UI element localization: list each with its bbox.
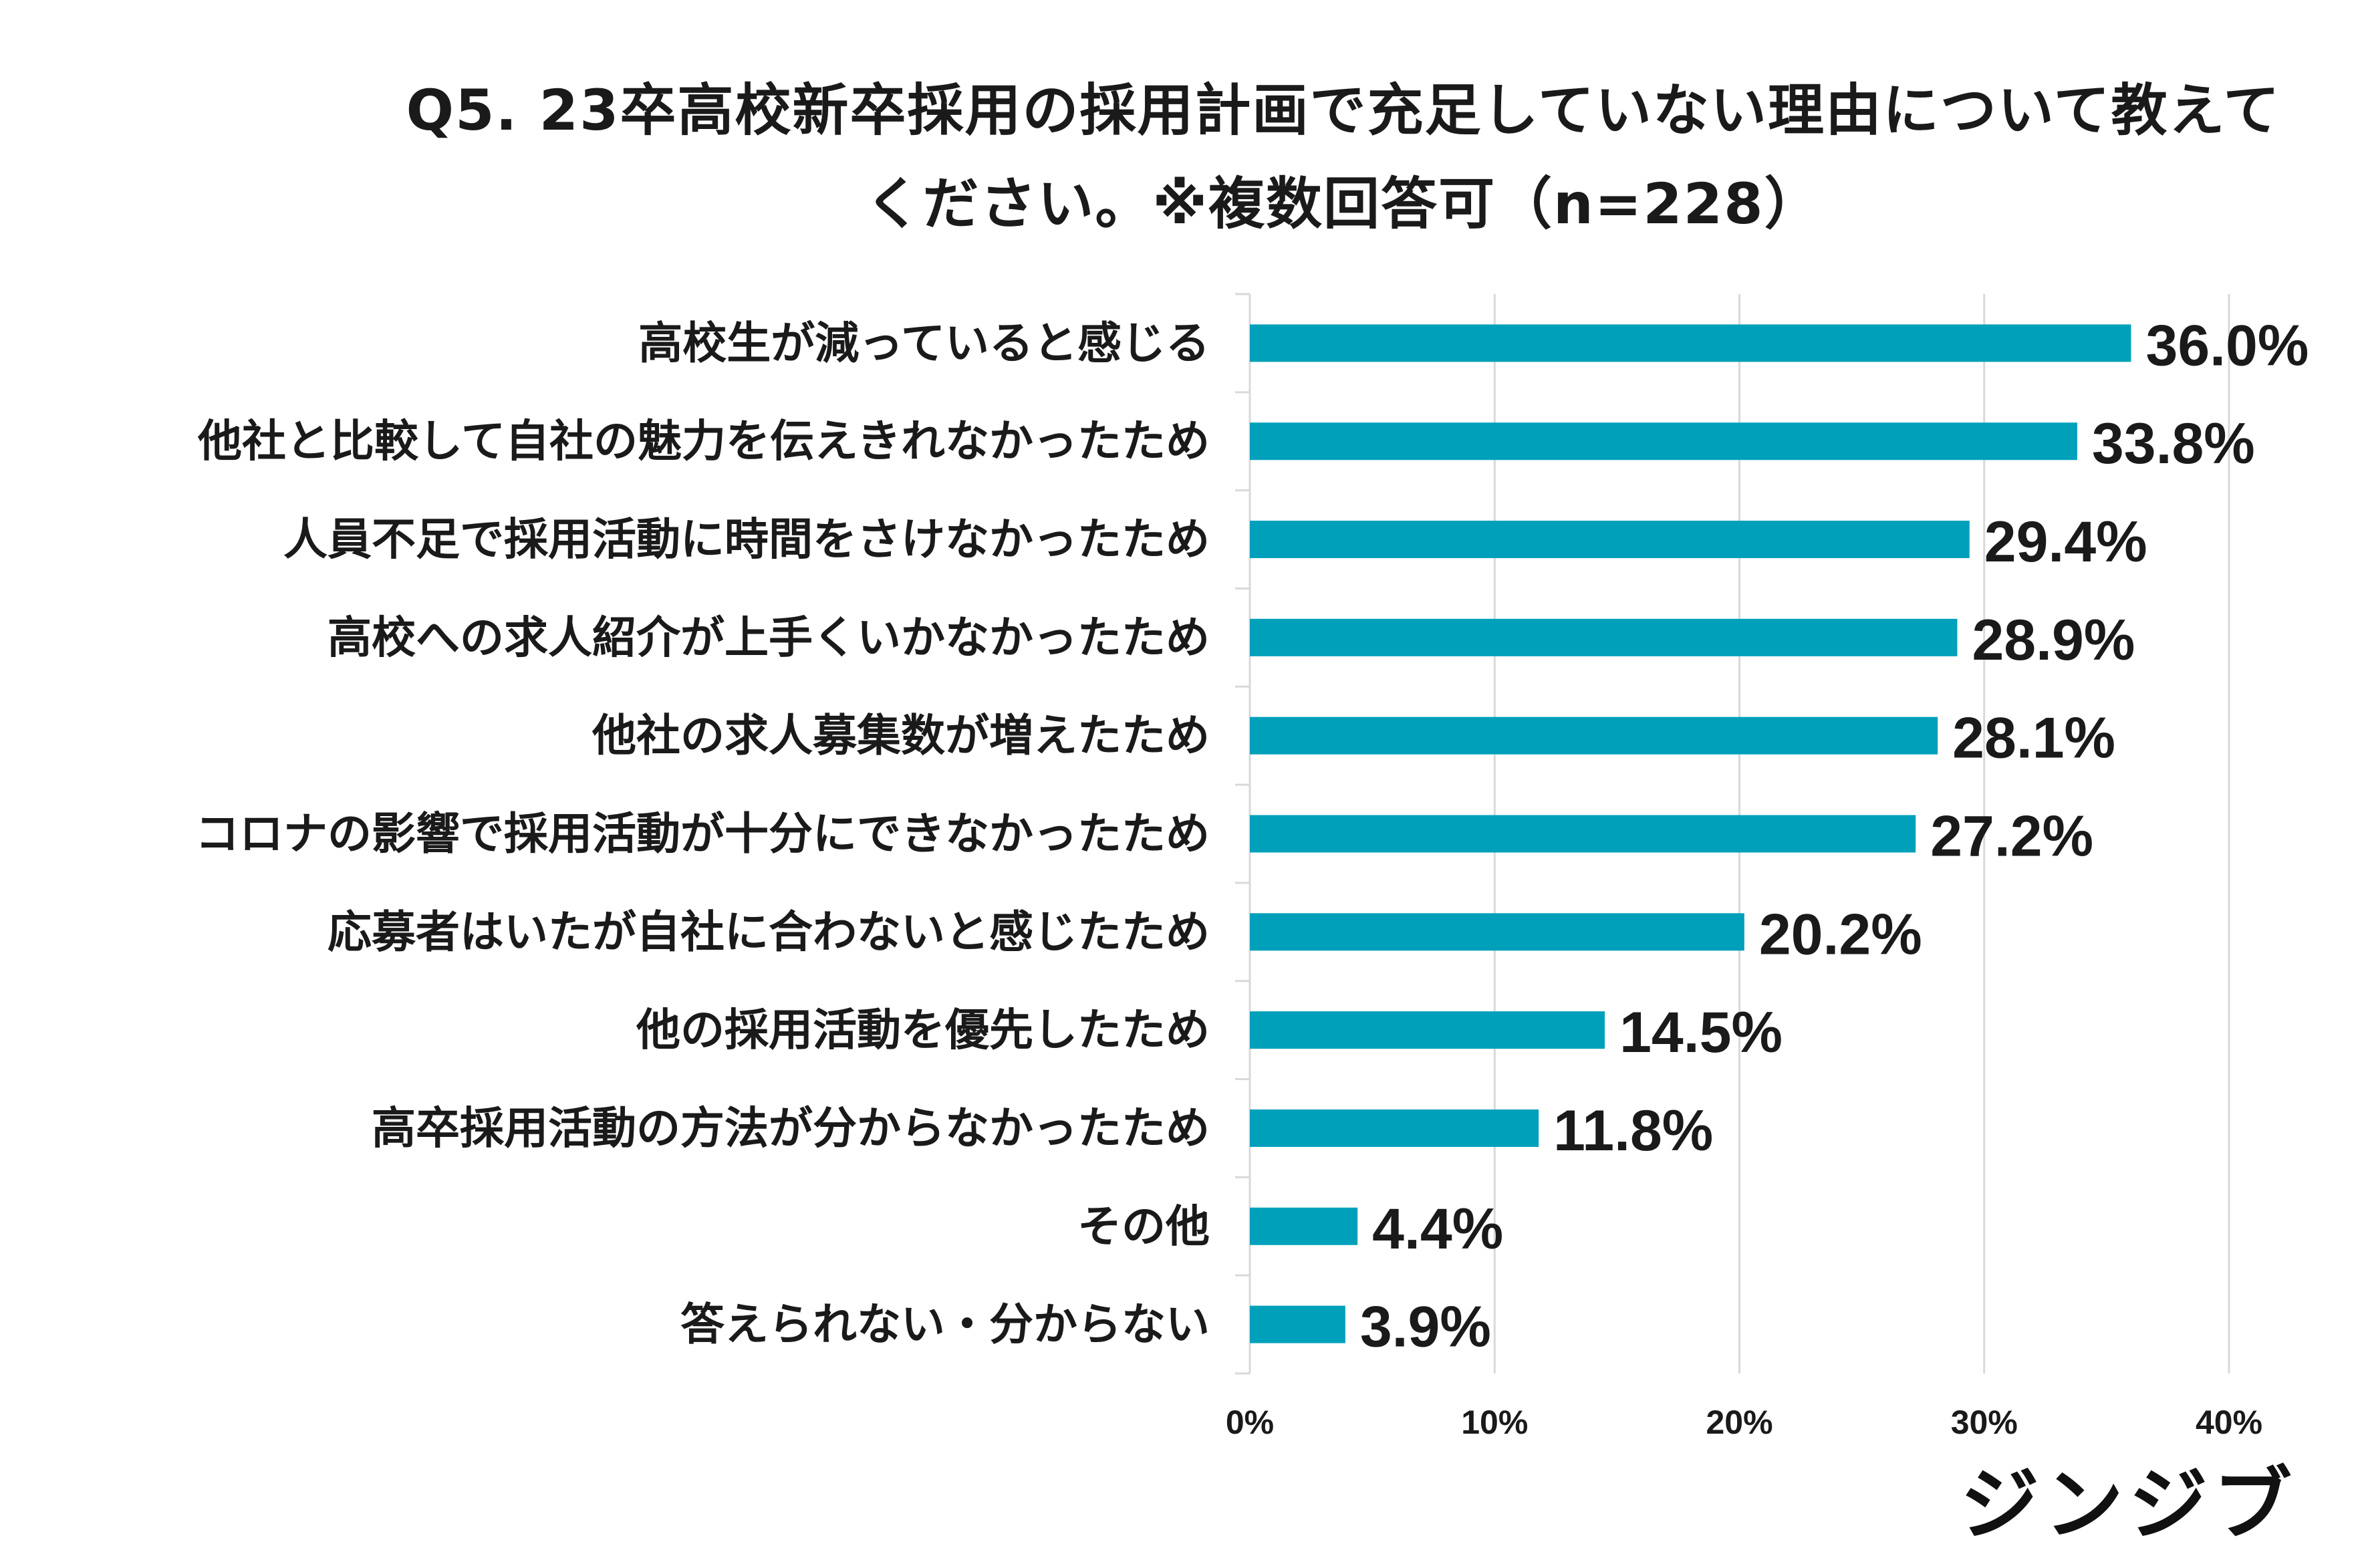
x-tick-label: 30% [1951,1404,2018,1441]
data-label: 4.4% [1372,1197,1503,1261]
category-label: 他社の求人募集数が増えたため [592,710,1210,761]
data-label: 11.8% [1553,1099,1713,1163]
x-tick-label: 10% [1461,1404,1528,1441]
category-label: 応募者はいたが自社に合わないと感じたため [327,906,1210,958]
bar [1250,815,1916,853]
category-label: 他の採用活動を優先したため [636,1005,1210,1056]
data-label: 14.5% [1619,1001,1783,1065]
category-label: 高卒採用活動の方法が分からなかったため [372,1102,1210,1154]
data-label: 36.0% [2146,313,2309,378]
bar [1250,913,1744,951]
bar [1250,1011,1605,1049]
chart-title-line-1: Q5. 23卒高校新卒採用の採用計画で充足していない理由について教えて [406,78,2281,143]
data-label: 28.1% [1952,706,2115,771]
category-label: 他社と比較して自社の魅力を伝えきれなかったため [197,416,1210,467]
data-label: 20.2% [1759,902,1922,966]
bar [1250,324,2131,362]
bar [1250,422,2077,461]
category-label: その他 [1077,1200,1210,1252]
category-label: 高校への求人紹介が上手くいかなかったため [327,612,1210,663]
category-label: 答えられない・分からない [680,1299,1210,1350]
x-tick-label: 20% [1706,1404,1772,1441]
data-label: 28.9% [1972,608,2135,672]
brand-logo: ジンジブ [1960,1458,2297,1551]
category-label: 高校生が減っていると感じる [638,317,1210,369]
bar [1250,521,1970,559]
category-label: コロナの影響で採用活動が十分にできなかったため [195,808,1210,860]
data-label: 29.4% [1984,510,2147,574]
chart-title: Q5. 23卒高校新卒採用の採用計画で充足していない理由について教えて ください… [374,63,2313,251]
bar [1250,618,1958,656]
bar [1250,716,1938,755]
bar [1250,1109,1539,1147]
data-label: 3.9% [1360,1295,1491,1359]
data-label: 27.2% [1930,805,2093,869]
category-label: 人員不足で採用活動に時間をさけなかったため [283,514,1210,565]
data-label: 33.8% [2092,412,2255,476]
bar [1250,1207,1358,1245]
x-tick-label: 40% [2196,1404,2262,1441]
bar [1250,1305,1345,1343]
x-tick-label: 0% [1226,1404,1274,1441]
chart-title-line-2: ください。※複数回答可（n=228） [865,171,1822,237]
